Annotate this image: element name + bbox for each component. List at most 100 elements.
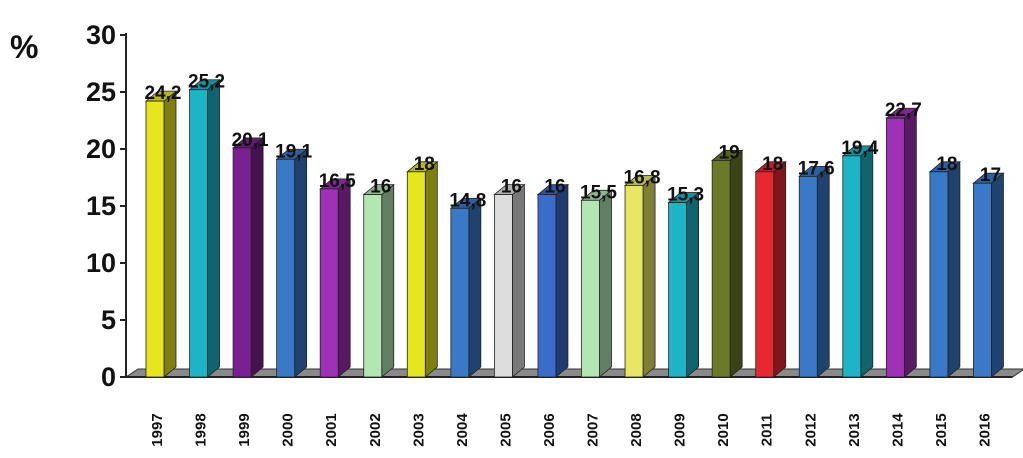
bar-front (276, 158, 296, 378)
bar (667, 191, 700, 378)
x-tick-label: 2003 (410, 413, 427, 446)
y-tick-label: 5 (101, 305, 116, 335)
data-label: 19,4 (841, 138, 878, 159)
bar-front (842, 155, 862, 378)
x-tick-label: 2004 (454, 413, 471, 447)
x-tick-label: 2007 (585, 413, 602, 446)
data-label: 18 (762, 154, 783, 175)
data-label: 16 (544, 177, 565, 198)
bar (536, 183, 570, 378)
data-label: 24,2 (145, 83, 182, 104)
x-tick-label: 2000 (280, 413, 297, 446)
y-axis-label: % (10, 29, 38, 65)
y-tick-label: 0 (101, 362, 116, 392)
bar-side (250, 137, 264, 378)
bar-front (973, 182, 992, 378)
x-tick-label: 2015 (933, 413, 950, 446)
data-label: 19,1 (275, 141, 312, 162)
x-tick-label: 2009 (672, 413, 689, 446)
bar-side (903, 107, 917, 378)
data-label: 18 (936, 154, 957, 175)
bar-side (424, 160, 438, 378)
bar-side (991, 172, 1004, 378)
data-label: 22,7 (885, 100, 922, 121)
bar-front (581, 199, 600, 378)
bar-front (450, 207, 470, 378)
x-tick-label: 2016 (976, 413, 993, 446)
y-tick-label: 15 (86, 191, 116, 221)
x-tick-label: 2013 (846, 413, 863, 446)
data-label: 17,6 (798, 158, 835, 179)
bar-front (668, 202, 687, 378)
bar-side (555, 183, 569, 378)
bar-front (755, 171, 775, 378)
bar-side (337, 178, 351, 378)
bar-side (468, 197, 482, 378)
data-label: 15,5 (580, 182, 617, 203)
bar-front (711, 159, 731, 378)
bar-side (294, 148, 308, 378)
bar (928, 160, 962, 378)
bar-front (929, 171, 949, 378)
bar (493, 183, 526, 378)
bar-front (406, 171, 426, 378)
y-tick-label: 30 (86, 20, 116, 50)
bar (144, 90, 178, 378)
bar-side (381, 183, 395, 378)
data-label: 16 (501, 177, 522, 198)
bar-side (512, 183, 525, 378)
x-tick-label: 2002 (367, 413, 384, 446)
bar (798, 165, 831, 378)
data-label: 16,8 (624, 167, 661, 188)
bar-front (319, 188, 339, 378)
bar (319, 178, 352, 378)
data-label: 17 (980, 165, 1001, 186)
y-tick-label: 10 (86, 248, 116, 278)
bar-side (642, 174, 656, 378)
bar (406, 160, 439, 378)
x-tick-label: 2006 (541, 413, 558, 446)
bar (275, 148, 308, 378)
bar (754, 160, 787, 378)
x-tick-label: 2001 (323, 413, 340, 446)
bar (449, 197, 482, 378)
data-label: 20,1 (232, 130, 269, 151)
data-label: 14,8 (449, 190, 486, 211)
x-tick-label: 1999 (236, 413, 253, 446)
bar-side (207, 78, 220, 378)
bar (841, 144, 874, 378)
bar-front (537, 194, 557, 378)
bar-front (363, 194, 383, 378)
bar (580, 189, 613, 378)
bar-front (493, 194, 513, 378)
x-tick-label: 2005 (497, 413, 514, 446)
bar-side (816, 165, 830, 378)
bar-front (624, 185, 644, 378)
bar-side (860, 144, 874, 378)
data-label: 25,2 (188, 72, 225, 93)
x-tick-label: 2008 (628, 413, 645, 446)
bar (623, 174, 657, 378)
bar-side (729, 149, 743, 378)
bar-side (773, 160, 787, 378)
bar-side (163, 90, 177, 378)
bar (188, 78, 221, 378)
x-tick-label: 1997 (149, 413, 166, 446)
bar-front (145, 100, 165, 378)
bar (362, 183, 395, 378)
data-label: 18 (414, 154, 435, 175)
data-label: 19 (719, 142, 740, 163)
bar-front (885, 117, 905, 378)
bar-front (798, 175, 818, 378)
bar-front (232, 147, 252, 378)
x-tick-label: 2012 (802, 413, 819, 446)
bar (885, 107, 918, 378)
data-label: 16,5 (319, 171, 356, 192)
bar (231, 137, 265, 378)
y-tick-label: 20 (86, 134, 116, 164)
x-tick-label: 2010 (715, 413, 732, 446)
bar-side (686, 191, 699, 378)
bar-side (599, 189, 612, 378)
